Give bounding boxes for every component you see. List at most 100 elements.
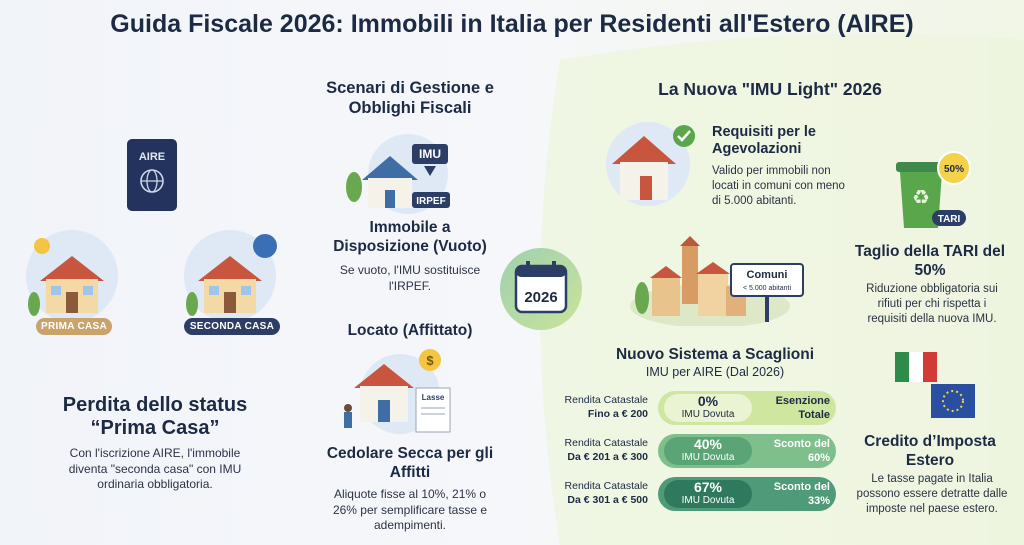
icon-shape (900, 172, 942, 228)
icon-shape (552, 261, 556, 271)
icon-shape (650, 266, 682, 278)
bin-label: TARI (938, 214, 961, 225)
bracket-row: Rendita Catastale Da € 301 a € 500 67% IMU … (540, 477, 840, 511)
icon-shape (526, 261, 530, 271)
bracket-row: Rendita Catastale Fino a € 200 0% IMU Dovut… (540, 391, 840, 425)
bracket-percent: 67% (693, 479, 723, 495)
icon-document: Lasse (422, 393, 445, 402)
flags-icon (895, 352, 975, 418)
bracket-label: Rendita Catastale Fino a € 200 (540, 393, 648, 421)
icon-shape (419, 349, 441, 371)
icon-shape (682, 244, 698, 304)
bracket-note: Sconto del 33% (773, 481, 830, 508)
icon-shape (385, 190, 395, 208)
icon-shape (640, 176, 652, 200)
icon-shape (34, 238, 50, 254)
credit-text: Le tasse pagate in Italia possono essere… (856, 473, 1008, 515)
icon-shape (198, 256, 262, 281)
village-illustration: Comuni < 5.000 abitanti (630, 236, 804, 326)
icon-shape (354, 364, 414, 388)
bracket-due: IMU Dovuta (681, 452, 735, 463)
icon-shape (677, 130, 691, 142)
bin-icon: ♻ 50% TARI (896, 151, 971, 228)
title: Guida Fiscale 2026: Immobili in Italia p… (110, 10, 914, 38)
icon-irpef: IRPEF (416, 196, 445, 207)
bracket-range: Da € 201 a € 300 (567, 451, 648, 464)
bracket-percent: 40% (693, 436, 723, 452)
bracket-range: Da € 301 a € 500 (567, 494, 648, 507)
requirements-text: Valido per immobili non locati in comuni… (712, 165, 845, 207)
bracket-label: Rendita Catastale Da € 301 a € 500 (540, 479, 648, 507)
bracket-label: Rendita Catastale Da € 201 a € 300 (540, 436, 648, 464)
rented-subheading: Cedolare Secca per gli Affitti (326, 445, 494, 481)
icon-shape (186, 256, 262, 316)
icon-shape (28, 256, 104, 316)
icon-shape (942, 390, 964, 412)
icon-shape (932, 210, 966, 226)
icon-shape (378, 400, 390, 422)
vacant-icon: IMU IRPEF (346, 134, 450, 214)
bracket-pill: 67% IMU Dovuta (664, 480, 752, 508)
icon-shape (652, 276, 680, 316)
bracket-label-text: Rendita Catastale (564, 480, 648, 492)
tari-text: Riduzione obbligatoria sui rifiuti per c… (866, 283, 998, 325)
icon-shape (28, 292, 40, 316)
badge-prima-casa: PRIMA CASA (36, 318, 112, 335)
icon-shape (765, 296, 769, 322)
bracket-range: Fino a € 200 (587, 408, 648, 421)
icon-shape (612, 136, 676, 164)
icon-shape (253, 234, 277, 258)
icon-shape (40, 256, 104, 281)
bracket-label-text: Rendita Catastale (564, 394, 648, 406)
vacant-heading: Immobile a Disposizione (Vuoto) (333, 219, 487, 255)
icon-shape (909, 352, 923, 382)
icon-shape (412, 192, 450, 208)
middle-heading: Scenari di Gestione e Obblighi Fiscali (326, 79, 494, 117)
passport-icon: AIRE (127, 139, 177, 211)
icon-shape (362, 156, 418, 180)
requirements-heading: Requisiti per le Agevolazioni (712, 124, 816, 157)
icon-shape (415, 387, 451, 433)
icon-shape (424, 166, 436, 176)
icon-shape (635, 282, 649, 314)
rented-text: Aliquote fisse al 10%, 21% o 26% per sem… (332, 487, 488, 533)
rented-icon: $ Lasse (344, 349, 451, 434)
bracket-label-text: Rendita Catastale (564, 437, 648, 449)
brackets-subheading: IMU per AIRE (Dal 2026) (645, 365, 785, 379)
icon-shape (127, 139, 177, 211)
icon-shape (224, 292, 236, 313)
badge-seconda-casa: SECONDA CASA (184, 318, 280, 335)
calendar-icon: 2026 (500, 248, 582, 330)
icon-shape (83, 286, 93, 295)
sign-title: Comuni (747, 269, 788, 281)
icon-shape (895, 352, 909, 382)
brackets-heading: Nuovo Sistema a Scaglioni (615, 346, 815, 363)
icon-shape (66, 292, 78, 313)
icon-shape (931, 384, 975, 418)
icon-shape: $ (426, 353, 434, 368)
bracket-percent: 0% (697, 393, 719, 409)
icon-shape (937, 151, 971, 185)
icon-shape (698, 272, 728, 316)
icon-shape (896, 162, 946, 172)
left-heading: Perdita dello status “Prima Casa” (62, 394, 248, 439)
icon-shape: ♻ (912, 187, 930, 209)
rented-heading: Locato (Affittato) (347, 322, 473, 339)
icon-shape (412, 144, 448, 164)
left-text: Con l'iscrizione AIRE, l'immobile divent… (68, 446, 242, 492)
tari-heading: Taglio della TARI del 50% (854, 243, 1006, 279)
requirements-icon (606, 122, 695, 206)
icon-shape (346, 172, 362, 202)
icon-shape (344, 412, 352, 428)
icon-shape (209, 286, 219, 295)
icon-shape (680, 236, 700, 246)
bracket-due: IMU Dovuta (681, 409, 735, 420)
icon-imu: IMU (419, 147, 441, 161)
icon-shape (696, 262, 730, 274)
icon-shape (344, 404, 352, 412)
right-heading: La Nuova "IMU Light" 2026 (658, 79, 882, 99)
icon-shape (516, 266, 566, 277)
icon-shape (241, 286, 251, 295)
calendar-year: 2026 (524, 289, 557, 306)
bracket-pill: 40% IMU Dovuta (664, 437, 752, 465)
